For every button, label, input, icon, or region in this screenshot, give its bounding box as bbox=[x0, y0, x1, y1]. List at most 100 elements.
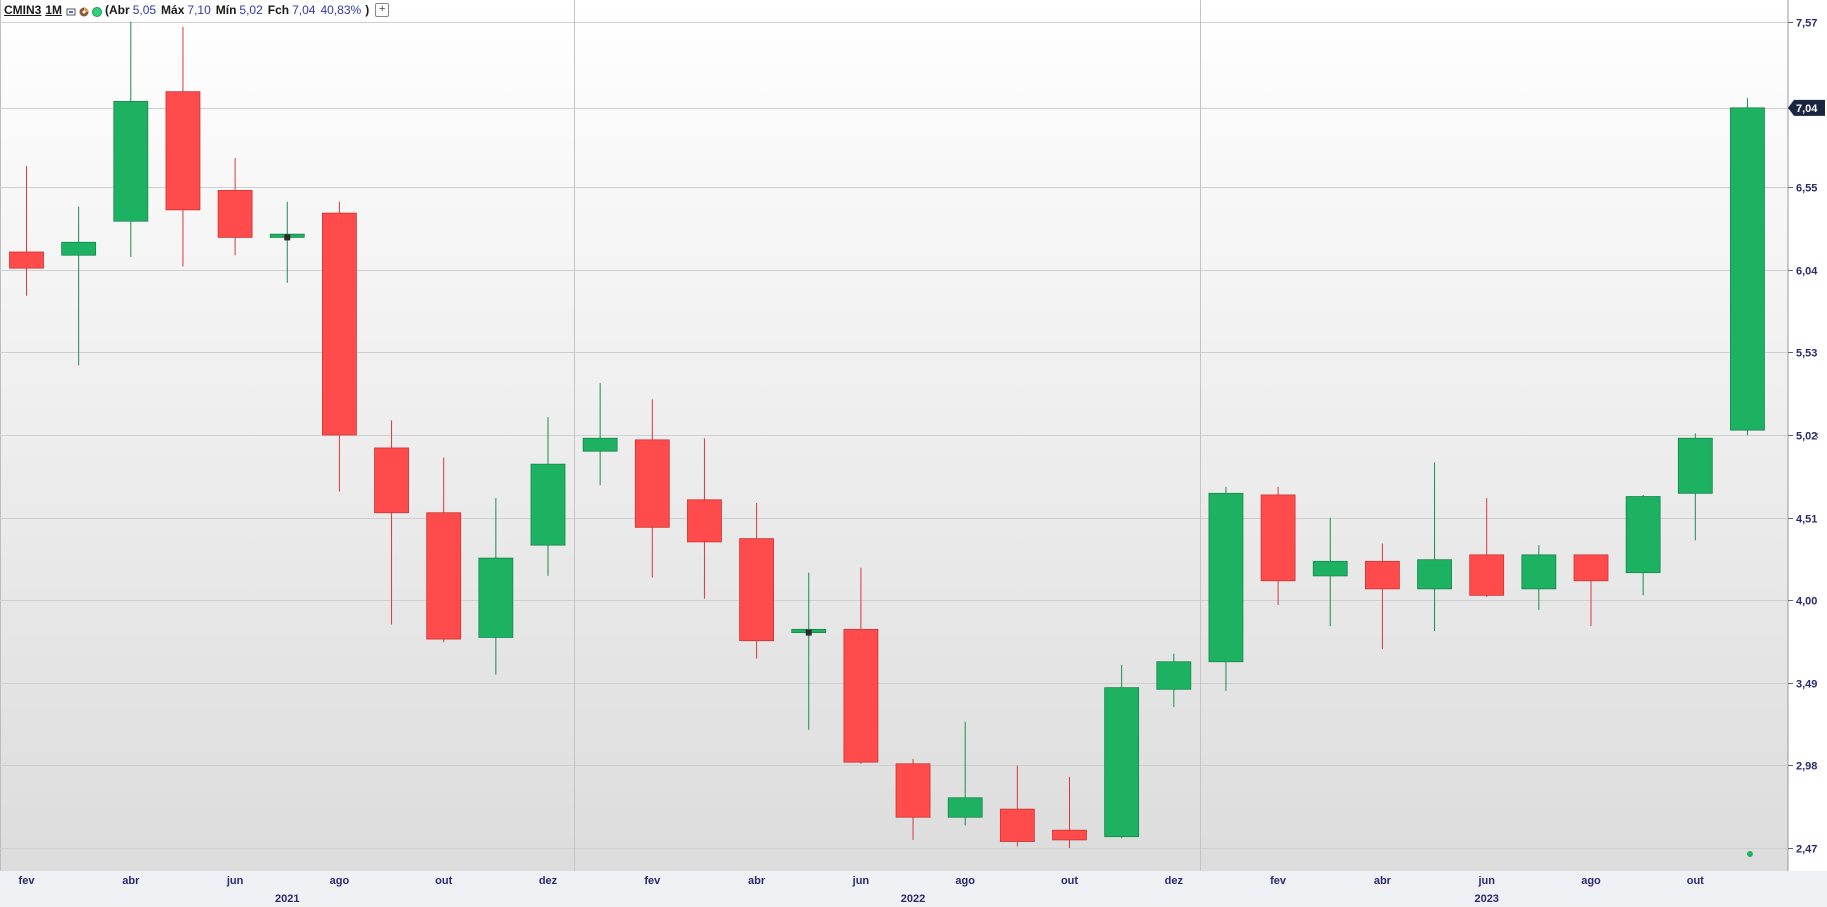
candle[interactable] bbox=[999, 765, 1035, 847]
candle[interactable] bbox=[1417, 462, 1452, 631]
candle[interactable] bbox=[1730, 98, 1765, 435]
candle[interactable] bbox=[426, 457, 462, 643]
candle-body bbox=[1156, 661, 1192, 690]
x-axis-month-label: out bbox=[1061, 875, 1078, 887]
candle-body bbox=[1573, 554, 1609, 582]
low-label: Mín bbox=[215, 3, 237, 17]
candle-body bbox=[634, 439, 670, 528]
candle-body bbox=[1730, 107, 1765, 431]
x-axis-month-label: out bbox=[1687, 875, 1704, 887]
candle[interactable] bbox=[843, 567, 879, 764]
collapse-panel-icon[interactable]: ‹ bbox=[1815, 428, 1819, 442]
x-axis-month-label: ago bbox=[1581, 875, 1601, 887]
candle[interactable] bbox=[947, 721, 983, 826]
y-axis-tick-label: 5,02 bbox=[1796, 431, 1817, 443]
candle[interactable] bbox=[1260, 486, 1296, 606]
candle-body bbox=[113, 100, 149, 222]
candle-body bbox=[947, 797, 983, 818]
y-axis-tick-label: 2,47 bbox=[1796, 844, 1817, 856]
x-axis-month-label: abr bbox=[122, 875, 140, 887]
close-label: Fch bbox=[267, 3, 290, 17]
candle-body bbox=[999, 808, 1035, 842]
y-axis-tick-label: 6,04 bbox=[1796, 266, 1818, 278]
candle[interactable] bbox=[1312, 517, 1348, 627]
candle-body bbox=[1052, 829, 1087, 841]
candle[interactable] bbox=[634, 399, 670, 578]
open-value: 5,05 bbox=[132, 3, 157, 17]
candle[interactable] bbox=[895, 758, 931, 840]
candle[interactable] bbox=[61, 206, 97, 366]
candle-body bbox=[165, 91, 201, 211]
change-percent: 40,83% bbox=[320, 3, 362, 17]
x-axis-month-label: abr bbox=[748, 875, 766, 887]
doji-marker bbox=[284, 234, 291, 241]
candle[interactable] bbox=[1104, 664, 1140, 839]
live-status-dot bbox=[1747, 851, 1753, 857]
x-axis-month-label: ago bbox=[330, 875, 350, 887]
candle[interactable] bbox=[1365, 543, 1400, 649]
candle-body bbox=[426, 512, 462, 640]
y-axis-tick-label: 3,49 bbox=[1796, 679, 1817, 691]
last-price-tag-label: 7,04 bbox=[1796, 103, 1818, 115]
candle-body bbox=[1312, 560, 1348, 577]
symbol-label[interactable]: CMIN3 bbox=[4, 3, 42, 17]
status-dot-icon[interactable] bbox=[92, 5, 103, 17]
timeframe-label[interactable]: 1M bbox=[45, 3, 63, 17]
candle[interactable] bbox=[739, 503, 774, 659]
x-axis-year-label: 2022 bbox=[901, 893, 925, 905]
candle[interactable] bbox=[113, 22, 149, 257]
candle-body bbox=[739, 538, 774, 642]
candle-body bbox=[321, 212, 357, 436]
candle-body bbox=[582, 437, 618, 452]
candle[interactable] bbox=[1469, 498, 1505, 597]
candle[interactable] bbox=[269, 201, 305, 283]
candle-body bbox=[1469, 554, 1505, 596]
candle[interactable] bbox=[791, 572, 827, 730]
candle-body bbox=[1104, 687, 1140, 838]
candle[interactable] bbox=[1156, 653, 1192, 708]
time-axis-background bbox=[0, 871, 1827, 907]
x-axis-year-label: 2023 bbox=[1474, 893, 1498, 905]
candle[interactable] bbox=[1625, 494, 1661, 596]
x-axis-month-label: fev bbox=[19, 875, 36, 887]
high-label: Máx bbox=[161, 3, 185, 17]
candle[interactable] bbox=[321, 201, 357, 492]
last-price-tag-bg bbox=[1788, 99, 1825, 116]
camera-icon[interactable] bbox=[66, 5, 76, 16]
candle-body bbox=[9, 251, 44, 269]
candle[interactable] bbox=[165, 26, 201, 267]
candle[interactable] bbox=[9, 166, 44, 296]
ohlc-legend: CMIN3 1M (Abr 5,05 Máx 7,10 Mín 5,02 Fch… bbox=[4, 2, 390, 18]
candle-body bbox=[530, 463, 566, 546]
high-value: 7,10 bbox=[187, 3, 211, 17]
add-indicator-button[interactable]: + bbox=[375, 3, 390, 17]
price-axis-background bbox=[1788, 0, 1827, 871]
x-axis-month-label: dez bbox=[539, 875, 558, 887]
candle-body bbox=[1677, 437, 1713, 494]
candle-body bbox=[687, 499, 722, 543]
candle[interactable] bbox=[582, 383, 618, 486]
candle[interactable] bbox=[1521, 545, 1557, 610]
candle[interactable] bbox=[1052, 776, 1087, 848]
y-axis-tick-label: 6,55 bbox=[1796, 183, 1817, 195]
candle[interactable] bbox=[687, 438, 722, 599]
candle[interactable] bbox=[217, 158, 253, 256]
candle[interactable] bbox=[478, 498, 514, 675]
legend-close-paren: ) bbox=[365, 3, 370, 17]
x-axis-month-label: jun bbox=[1477, 875, 1495, 887]
x-axis-month-label: jun bbox=[852, 875, 870, 887]
color-wheel-icon[interactable] bbox=[79, 5, 89, 17]
candle[interactable] bbox=[530, 417, 566, 576]
candle[interactable] bbox=[374, 420, 409, 625]
x-axis-month-label: dez bbox=[1165, 875, 1184, 887]
candle-body bbox=[1521, 554, 1557, 590]
candle-body bbox=[1208, 492, 1244, 663]
low-value: 5,02 bbox=[239, 3, 263, 17]
candle[interactable] bbox=[1573, 554, 1609, 627]
y-axis-tick-label: 4,00 bbox=[1796, 596, 1817, 608]
candle[interactable] bbox=[1208, 486, 1244, 691]
candle[interactable] bbox=[1677, 433, 1713, 541]
x-axis-year-label: 2021 bbox=[275, 893, 299, 905]
